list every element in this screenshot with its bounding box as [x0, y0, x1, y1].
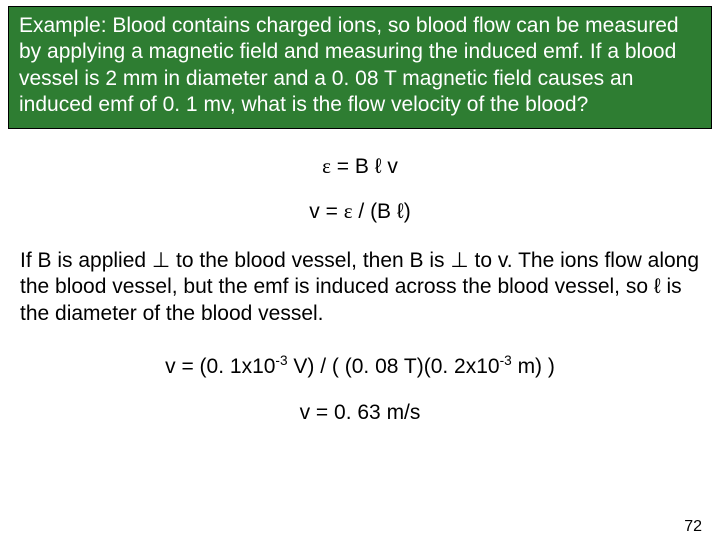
page-number: 72	[684, 518, 702, 536]
calc1-b: V) / ( (0. 08 T)(0. 2x10	[288, 355, 500, 378]
calc1-sup2: -3	[500, 353, 512, 368]
calc-line-2: v = 0. 63 m/s	[0, 399, 720, 426]
perp-symbol-1: ⊥	[152, 249, 170, 272]
explain-part1: If B is applied	[20, 249, 152, 272]
epsilon-symbol: ε	[322, 154, 331, 178]
calc1-a: v = (0. 1x10	[165, 355, 275, 378]
calc1-sup1: -3	[275, 353, 287, 368]
calc-line-1: v = (0. 1x10-3 V) / ( (0. 08 T)(0. 2x10-…	[0, 352, 720, 380]
calc1-c: m) )	[512, 355, 555, 378]
example-box: Example: Blood contains charged ions, so…	[8, 6, 712, 129]
perp-symbol-2: ⊥	[450, 249, 468, 272]
equation-2-prefix: v =	[309, 200, 343, 223]
equation-block: ε = B ℓ v v = ε / (B ℓ)	[0, 153, 720, 226]
equation-1: ε = B ℓ v	[0, 153, 720, 180]
equation-1-rest: = B ℓ v	[331, 155, 398, 178]
epsilon-symbol-2: ε	[344, 199, 353, 223]
calc-result: v = 0. 63 m/s	[300, 401, 421, 424]
explain-part2: to the blood vessel, then B is	[170, 249, 450, 272]
calculation-block: v = (0. 1x10-3 V) / ( (0. 08 T)(0. 2x10-…	[0, 352, 720, 426]
explanation-text: If B is applied ⊥ to the blood vessel, t…	[20, 248, 700, 329]
equation-2-rest: / (B ℓ)	[353, 200, 411, 223]
equation-2: v = ε / (B ℓ)	[0, 198, 720, 225]
example-text: Example: Blood contains charged ions, so…	[19, 14, 679, 116]
